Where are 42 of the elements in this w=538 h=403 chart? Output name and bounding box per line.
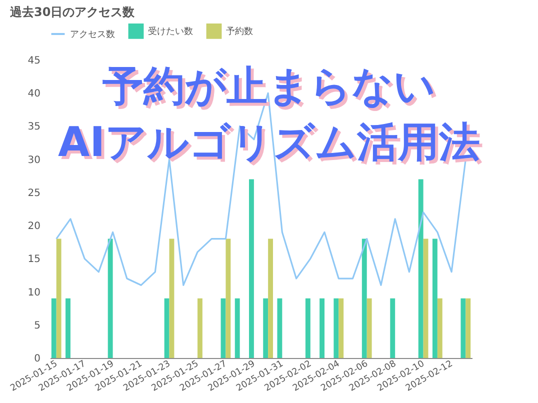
annotation: 予約が止まらない [102,62,436,110]
y-tick-label: 0 [34,354,40,364]
y-tick-label: 20 [28,221,40,232]
chart-title: 過去30日のアクセス数 [9,5,136,19]
y-tick-label: 30 [28,154,40,166]
y-tick-label: 35 [28,122,40,133]
bar [268,238,273,358]
bar [263,298,268,358]
bar [108,238,113,358]
bar [338,298,344,358]
y-tick-label: 10 [28,287,40,298]
bar [197,298,202,358]
bar [390,298,396,358]
bar [226,238,231,358]
bar [234,298,240,358]
bar [220,298,226,358]
bar [362,238,367,358]
bar [305,298,310,358]
bar [66,298,70,358]
bar [56,238,62,358]
bar [460,298,466,358]
bar [277,298,282,358]
bar [432,238,438,358]
bar [334,298,339,358]
legend-label: アクセス数 [70,29,115,40]
bar [51,298,56,358]
y-tick-label: 45 [28,56,40,66]
y-tick-label: 25 [28,188,40,199]
bar [366,298,372,358]
bar [164,298,170,358]
bar [466,298,471,358]
legend-label: 予約数 [226,26,253,38]
bar [418,179,424,358]
bar [320,298,325,358]
y-tick-label: 40 [28,88,40,100]
bar [169,238,174,358]
bar [423,238,428,358]
legend-label: 受けたい数 [148,26,193,38]
y-tick-label: 15 [28,254,40,266]
bar [437,298,442,358]
y-tick-label: 5 [34,320,40,332]
bar [249,179,254,358]
